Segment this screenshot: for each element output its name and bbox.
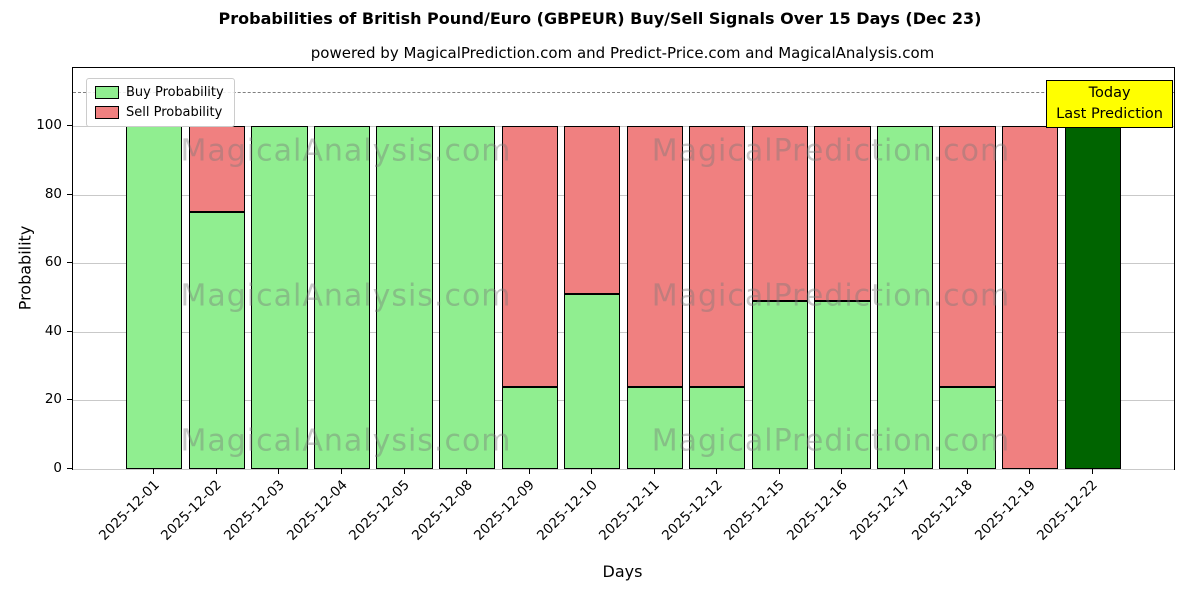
watermark-text: MagicalAnalysis.com (180, 423, 512, 459)
x-tick-label: 2025-12-01 (95, 477, 163, 544)
bar-segment-buy (313, 126, 371, 469)
x-tick-label: 2025-12-03 (220, 477, 288, 544)
plot-area: Buy Probability Sell Probability Today L… (72, 67, 1175, 470)
x-tick-label: 2025-12-18 (909, 477, 976, 544)
x-tick-mark (778, 469, 780, 474)
x-tick-label: 2025-12-12 (658, 477, 726, 544)
gridline (73, 263, 1174, 265)
y-tick-mark (67, 330, 72, 332)
legend-item-buy: Buy Probability (95, 85, 224, 100)
x-tick-mark (153, 469, 155, 474)
y-tick-label: 100 (36, 117, 62, 134)
today-annotation-line2: Last Prediction (1056, 106, 1163, 122)
legend-item-sell: Sell Probability (95, 105, 224, 120)
bar-segment-buy (689, 386, 746, 469)
y-tick-mark (67, 399, 72, 401)
x-tick-mark (841, 469, 843, 474)
bar-segment-buy (188, 211, 245, 469)
watermark-text: MagicalAnalysis.com (180, 133, 512, 169)
gridline (73, 194, 1174, 196)
bar-segment-sell (501, 126, 558, 387)
x-tick-label: 2025-12-10 (533, 477, 601, 544)
bar-segment-sell (751, 126, 809, 302)
dashed-upper-line (73, 91, 1174, 93)
bar-segment-sell (564, 126, 621, 295)
x-tick-mark (340, 469, 342, 474)
bar-segment-buy (751, 301, 809, 469)
y-tick-label: 60 (44, 254, 62, 271)
y-tick-mark (67, 125, 72, 127)
bar-segment-sell (689, 126, 746, 387)
legend: Buy Probability Sell Probability (86, 78, 235, 127)
watermark-text: MagicalPrediction.com (651, 423, 1011, 459)
bar-segment-buy (126, 126, 183, 469)
x-axis-label: Days (602, 562, 643, 581)
x-tick-mark (653, 469, 655, 474)
x-tick-label: 2025-12-02 (158, 477, 226, 544)
bar-segment-buy (939, 386, 996, 469)
y-tick-mark (67, 262, 72, 264)
bar-segment-today (1064, 126, 1121, 469)
bar-segment-sell (814, 126, 871, 302)
legend-sell-label: Sell Probability (126, 105, 223, 120)
x-tick-mark (904, 469, 906, 474)
y-tick-mark (67, 193, 72, 195)
x-tick-label: 2025-12-15 (721, 477, 789, 544)
x-tick-label: 2025-12-22 (1034, 477, 1102, 544)
y-tick-label: 80 (44, 185, 62, 202)
today-annotation: Today Last Prediction (1046, 80, 1173, 128)
x-tick-mark (403, 469, 405, 474)
bar-segment-buy (814, 301, 871, 469)
chart-title: Probabilities of British Pound/Euro (GBP… (218, 9, 982, 28)
y-tick-label: 0 (53, 460, 62, 476)
watermark-text: MagicalPrediction.com (651, 133, 1011, 169)
x-tick-mark (466, 469, 468, 474)
bar-segment-buy (438, 126, 496, 469)
x-tick-mark (1029, 469, 1031, 474)
bar-segment-buy (626, 386, 683, 469)
x-tick-mark (215, 469, 217, 474)
x-tick-mark (716, 469, 718, 474)
bar-segment-buy (564, 294, 621, 469)
watermark-text: MagicalPrediction.com (651, 278, 1011, 314)
legend-buy-swatch (95, 86, 119, 99)
y-tick-label: 40 (44, 322, 62, 339)
x-tick-label: 2025-12-16 (783, 477, 851, 544)
x-tick-label: 2025-12-09 (471, 477, 538, 544)
x-tick-label: 2025-12-17 (846, 477, 914, 544)
bar-segment-sell (626, 126, 683, 387)
x-tick-mark (1091, 469, 1093, 474)
x-tick-label: 2025-12-05 (346, 477, 413, 544)
bar-segment-sell (939, 126, 996, 387)
gridline (73, 126, 1174, 128)
y-tick-mark (67, 468, 72, 469)
legend-sell-swatch (95, 106, 119, 119)
bar-segment-buy (251, 126, 308, 469)
gridline (73, 469, 1174, 470)
bar-segment-buy (876, 126, 934, 469)
bar-segment-sell (1002, 126, 1059, 469)
x-tick-label: 2025-12-08 (408, 477, 476, 544)
gridline (73, 331, 1174, 333)
watermark-text: MagicalAnalysis.com (180, 278, 512, 314)
today-annotation-line1: Today (1088, 85, 1131, 101)
legend-buy-label: Buy Probability (126, 85, 224, 100)
bar-segment-sell (188, 126, 245, 212)
x-tick-mark (591, 469, 593, 474)
x-tick-label: 2025-12-04 (283, 477, 351, 544)
bar-segment-buy (376, 126, 433, 469)
x-tick-mark (966, 469, 968, 474)
x-tick-label: 2025-12-19 (971, 477, 1039, 544)
y-tick-label: 20 (44, 391, 62, 408)
x-tick-label: 2025-12-11 (596, 477, 664, 544)
x-tick-mark (278, 469, 280, 474)
bar-segment-buy (501, 386, 558, 469)
x-tick-mark (528, 469, 530, 474)
gridline (73, 400, 1174, 402)
chart-subtitle: powered by MagicalPrediction.com and Pre… (310, 44, 935, 62)
